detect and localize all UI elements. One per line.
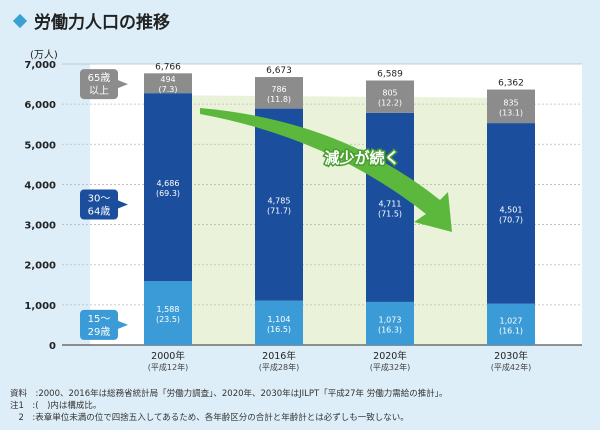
bar-share-label: (70.7) xyxy=(499,215,523,224)
bar-share-label: (71.7) xyxy=(267,207,291,216)
bar-total-label: 6,589 xyxy=(377,69,403,79)
legend-callout-pointer xyxy=(118,80,128,89)
x-tick-label: 2030年 xyxy=(494,350,528,362)
bar-total-label: 6,362 xyxy=(498,79,524,89)
bar-share-label: (16.3) xyxy=(378,325,402,334)
x-tick-label: 2020年 xyxy=(373,350,407,362)
legend-label: 以上 xyxy=(89,85,109,97)
notes: 資料 :2000、2016年は総務省統計局「労働力調査」、2020年、2030年… xyxy=(10,388,447,424)
bar-share-label: (69.3) xyxy=(156,189,180,198)
y-tick-label: 4,000 xyxy=(24,180,56,191)
bar-segment xyxy=(144,93,192,282)
bar-value-label: 1,027 xyxy=(500,316,523,325)
y-tick-label: 5,000 xyxy=(24,140,56,151)
bar-value-label: 805 xyxy=(382,89,397,98)
y-tick-label: 1,000 xyxy=(24,301,56,312)
bar-value-label: 494 xyxy=(160,75,175,84)
note-2: 2 :表章単位未満の位で四捨五入してあるため、各年齢区分の合計と年齢計とは必ずし… xyxy=(10,413,409,423)
bar-segment xyxy=(487,89,535,124)
y-axis-unit: (万人) xyxy=(30,49,58,61)
decline-arrow-icon xyxy=(200,108,452,232)
chart-title: 労働力人口の推移 xyxy=(12,8,170,33)
x-tick-sublabel: (平成32年) xyxy=(370,362,410,372)
y-tick-label: 2,000 xyxy=(24,261,56,272)
bar-total-label: 6,766 xyxy=(155,62,181,72)
bar-value-label: 4,711 xyxy=(379,199,402,208)
bar-value-label: 1,104 xyxy=(268,315,291,324)
x-tick-sublabel: (平成28年) xyxy=(259,362,299,372)
y-tick-label: 6,000 xyxy=(24,100,56,111)
bar-share-label: (16.5) xyxy=(267,325,291,334)
bar-value-label: 1,588 xyxy=(157,305,180,314)
legend-label: 15〜 xyxy=(88,314,111,325)
x-tick-label: 2016年 xyxy=(262,350,296,362)
bar-share-label: (23.5) xyxy=(156,315,180,324)
y-tick-label: 3,000 xyxy=(24,221,56,232)
bar-share-label: (71.5) xyxy=(378,209,402,218)
bar-value-label: 4,686 xyxy=(157,179,180,188)
bar-total-label: 6,673 xyxy=(266,66,292,76)
note-1: 注1 :( )内は構成比。 xyxy=(10,401,102,411)
bar-share-label: (12.2) xyxy=(378,99,402,108)
bar-segment xyxy=(487,123,535,304)
legend-callout-2 xyxy=(80,69,118,100)
legend-callout-pointer xyxy=(118,200,128,209)
bar-segment xyxy=(487,303,535,345)
bar-share-label: (7.3) xyxy=(159,85,178,94)
legend-label: 30〜 xyxy=(88,194,111,205)
bar-segment xyxy=(144,281,192,345)
bar-value-label: 786 xyxy=(271,85,286,94)
bar-segment xyxy=(255,77,303,109)
bar-segment xyxy=(366,112,414,302)
y-tick-label: 0 xyxy=(49,341,56,352)
bar-value-label: 835 xyxy=(503,98,518,107)
x-tick-label: 2000年 xyxy=(151,350,185,362)
annotation-label: 減少が続く xyxy=(324,149,399,167)
bar-segment xyxy=(144,73,192,94)
y-tick-label: 7,000 xyxy=(24,60,56,71)
x-tick-sublabel: (平成12年) xyxy=(148,362,188,372)
bar-value-label: 4,785 xyxy=(268,197,291,206)
bar-segment xyxy=(366,80,414,113)
legend-callout-pointer xyxy=(118,320,128,329)
note-source: 資料 :2000、2016年は総務省統計局「労働力調査」、2020年、2030年… xyxy=(10,389,448,399)
x-tick-sublabel: (平成42年) xyxy=(491,362,531,372)
bar-share-label: (13.1) xyxy=(499,108,523,117)
bar-segment xyxy=(366,301,414,345)
bar-share-label: (16.1) xyxy=(499,326,523,335)
legend-label: 64歳 xyxy=(88,206,111,218)
legend-label: 65歳 xyxy=(88,72,111,84)
bar-segment xyxy=(255,108,303,301)
legend-label: 29歳 xyxy=(88,326,111,338)
title-text: 労働力人口の推移 xyxy=(34,13,170,33)
legend-callout-1 xyxy=(80,189,118,220)
bar-share-label: (11.8) xyxy=(267,95,291,104)
bar-value-label: 4,501 xyxy=(500,205,523,214)
bar-segment xyxy=(255,300,303,345)
legend-callout-0 xyxy=(80,309,118,340)
bar-value-label: 1,073 xyxy=(379,315,402,324)
